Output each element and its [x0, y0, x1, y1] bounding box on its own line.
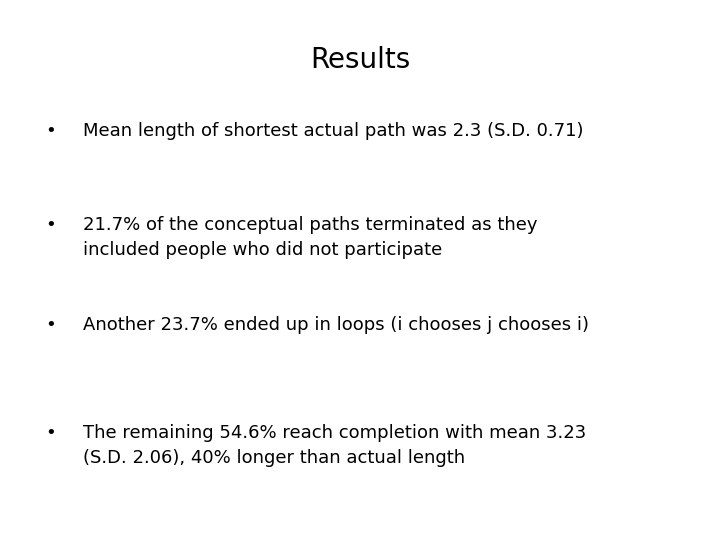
Text: Another 23.7% ended up in loops (i chooses j chooses i): Another 23.7% ended up in loops (i choos… [83, 316, 589, 334]
Text: The remaining 54.6% reach completion with mean 3.23
(S.D. 2.06), 40% longer than: The remaining 54.6% reach completion wit… [83, 424, 586, 467]
Text: 21.7% of the conceptual paths terminated as they
included people who did not par: 21.7% of the conceptual paths terminated… [83, 216, 537, 259]
Text: Results: Results [310, 46, 410, 74]
Text: Mean length of shortest actual path was 2.3 (S.D. 0.71): Mean length of shortest actual path was … [83, 122, 583, 139]
Text: •: • [45, 316, 55, 334]
Text: •: • [45, 122, 55, 139]
Text: •: • [45, 216, 55, 234]
Text: •: • [45, 424, 55, 442]
